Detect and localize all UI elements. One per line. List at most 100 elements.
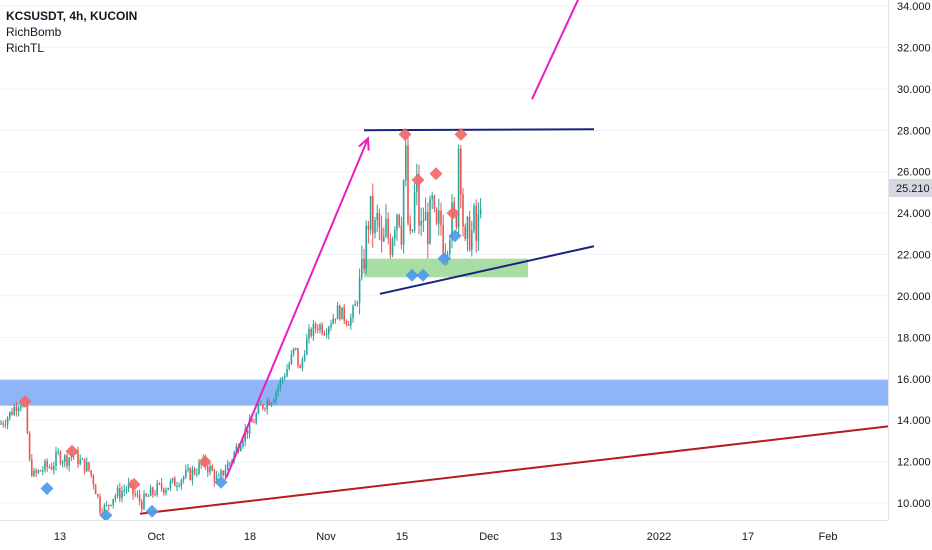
candle-body bbox=[312, 323, 315, 336]
candle-body bbox=[409, 223, 411, 231]
candle-body bbox=[97, 494, 99, 497]
sell-signal-marker[interactable] bbox=[454, 127, 468, 141]
support-zone bbox=[364, 258, 528, 278]
projection-arrow[interactable] bbox=[531, 0, 579, 100]
indicator-label-richtl[interactable]: RichTL bbox=[6, 41, 45, 55]
candle-body bbox=[264, 408, 266, 410]
candle-body bbox=[103, 505, 106, 516]
buy-signal-marker[interactable] bbox=[416, 268, 430, 282]
candle-body bbox=[156, 483, 158, 495]
candle-body bbox=[354, 304, 356, 306]
candle-body bbox=[440, 210, 442, 226]
candle-body bbox=[127, 483, 130, 489]
candle-body bbox=[154, 494, 156, 496]
candle-body bbox=[9, 411, 11, 418]
candle-body bbox=[374, 219, 376, 234]
candle-body bbox=[229, 462, 231, 464]
candle-body bbox=[330, 323, 332, 328]
buy-signal-marker[interactable] bbox=[40, 482, 54, 496]
candle-body bbox=[213, 470, 216, 482]
time-tick-label: 13 bbox=[550, 531, 562, 543]
candle-body bbox=[235, 445, 238, 452]
buy-signal-marker[interactable] bbox=[448, 229, 462, 243]
sell-signal-marker[interactable] bbox=[411, 173, 425, 187]
candle-body bbox=[299, 365, 301, 369]
candle-body bbox=[405, 145, 407, 181]
last-price-label: 25.210 bbox=[896, 183, 930, 195]
arrow-head bbox=[358, 136, 370, 151]
candle-body bbox=[240, 446, 242, 452]
candle-body bbox=[473, 205, 475, 231]
time-tick-label: 18 bbox=[244, 531, 256, 543]
candle-body bbox=[438, 210, 440, 224]
candle-body bbox=[42, 470, 44, 472]
candle-body bbox=[284, 376, 286, 379]
candle-body bbox=[178, 485, 180, 487]
candle-body bbox=[31, 459, 33, 476]
sell-signal-marker[interactable] bbox=[398, 127, 412, 141]
candle-body bbox=[391, 238, 394, 255]
indicator-label-richbomb[interactable]: RichBomb bbox=[6, 25, 62, 39]
price-tick-label: 30.000 bbox=[897, 84, 931, 96]
candle-body bbox=[427, 212, 429, 244]
candle-body bbox=[431, 195, 433, 200]
candle-body bbox=[413, 192, 416, 231]
buy-signal-marker[interactable] bbox=[145, 504, 159, 518]
sell-signal-marker[interactable] bbox=[65, 444, 79, 458]
sell-signal-marker[interactable] bbox=[198, 455, 212, 469]
candle-body bbox=[286, 368, 288, 377]
candle-body bbox=[402, 180, 405, 245]
sell-signal-marker[interactable] bbox=[429, 167, 443, 181]
candle-body bbox=[317, 328, 319, 330]
candle-body bbox=[475, 205, 477, 241]
candle-body bbox=[246, 429, 249, 435]
buy-signal-marker[interactable] bbox=[99, 508, 113, 522]
candle-body bbox=[422, 220, 425, 222]
candle-body bbox=[380, 227, 383, 242]
candle-body bbox=[288, 363, 290, 369]
sell-signal-marker[interactable] bbox=[127, 477, 141, 491]
time-tick-label: Feb bbox=[819, 531, 838, 543]
candle-body bbox=[361, 258, 363, 278]
candle-body bbox=[6, 417, 9, 425]
candle-body bbox=[176, 485, 178, 487]
candle-body bbox=[94, 484, 97, 495]
triangle-trendline[interactable] bbox=[363, 128, 595, 132]
buy-signal-marker[interactable] bbox=[214, 475, 228, 489]
candle-body bbox=[207, 466, 209, 473]
candle-body bbox=[455, 211, 458, 228]
buy-signal-marker[interactable] bbox=[437, 252, 451, 266]
time-tick-label: Dec bbox=[479, 531, 499, 543]
buy-signal-marker[interactable] bbox=[405, 268, 419, 282]
sell-signal-marker[interactable] bbox=[446, 206, 460, 220]
candle-body bbox=[211, 466, 213, 471]
candle-body bbox=[457, 148, 460, 228]
candle-body bbox=[59, 451, 62, 464]
sell-signal-marker[interactable] bbox=[18, 395, 32, 409]
candle-body bbox=[37, 470, 40, 473]
candle-body bbox=[411, 230, 414, 232]
candle-body bbox=[303, 354, 306, 360]
candle-body bbox=[79, 459, 81, 465]
time-tick-label: 13 bbox=[54, 531, 66, 543]
long-term-trendline[interactable] bbox=[139, 425, 889, 515]
projection-arrow[interactable] bbox=[225, 138, 369, 479]
candle-body bbox=[189, 468, 191, 480]
candle-body bbox=[363, 258, 365, 269]
candle-body bbox=[336, 305, 339, 320]
candle-body bbox=[460, 148, 462, 195]
candle-body bbox=[105, 504, 108, 506]
candle-body bbox=[253, 422, 255, 424]
candle-body bbox=[435, 209, 438, 224]
candle-body bbox=[449, 240, 451, 254]
price-axis[interactable] bbox=[888, 0, 932, 550]
triangle-trendline[interactable] bbox=[379, 245, 595, 295]
candle-body bbox=[145, 493, 147, 497]
candle-body bbox=[99, 496, 101, 513]
candle-body bbox=[158, 483, 161, 485]
time-axis[interactable] bbox=[0, 520, 932, 550]
candle-body bbox=[400, 225, 403, 245]
candle-body bbox=[451, 202, 453, 241]
